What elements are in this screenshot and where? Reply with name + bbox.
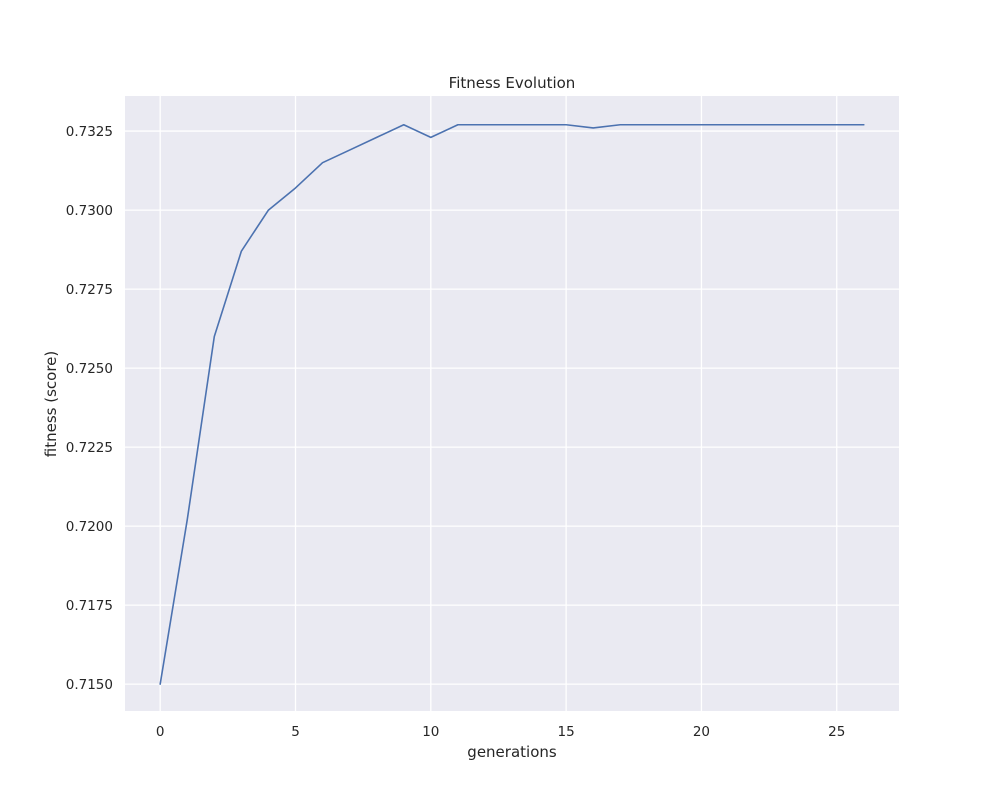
y-tick-label: 0.7225 — [66, 440, 113, 456]
x-tick-label: 15 — [558, 724, 575, 740]
fitness-series-line — [159, 123, 865, 685]
plot-area — [125, 96, 899, 711]
x-tick-labels: 0 5 10 15 20 25 — [156, 724, 845, 740]
y-tick-labels: 0.7150 0.7175 0.7200 0.7225 0.7250 0.7275 0.73… — [66, 124, 113, 693]
x-tick-label: 20 — [693, 724, 710, 740]
y-tick-label: 0.7175 — [66, 598, 113, 614]
series-group — [159, 123, 865, 685]
chart-title: Fitness Evolution — [449, 74, 576, 92]
x-tick-label: 5 — [291, 724, 300, 740]
y-tick-label: 0.7300 — [66, 203, 113, 219]
y-tick-label: 0.7275 — [66, 282, 113, 298]
x-tick-label: 10 — [422, 724, 439, 740]
y-tick-label: 0.7325 — [66, 124, 113, 140]
y-tick-label: 0.7150 — [66, 677, 113, 693]
x-axis-label: generations — [467, 743, 557, 761]
x-tick-label: 25 — [828, 724, 845, 740]
y-tick-label: 0.7200 — [66, 519, 113, 535]
x-tick-label: 0 — [156, 724, 165, 740]
grid-lines — [125, 96, 899, 711]
y-axis-label: fitness (score) — [42, 351, 60, 457]
y-tick-label: 0.7250 — [66, 361, 113, 377]
